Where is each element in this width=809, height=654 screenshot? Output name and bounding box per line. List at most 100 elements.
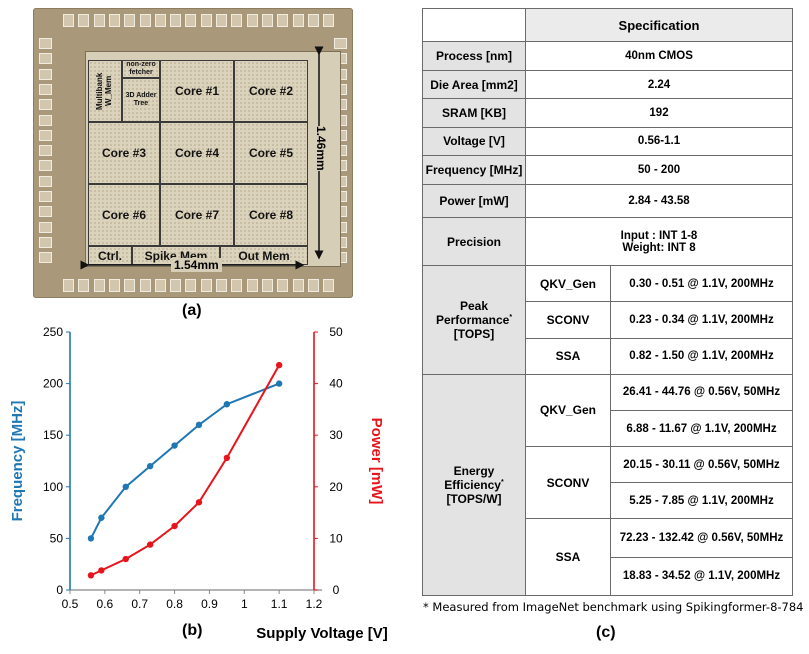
io-pad (39, 252, 52, 264)
io-pad (277, 279, 289, 292)
table-row: SSA 72.23 - 132.42 @ 0.56V, 50MHz (423, 518, 794, 596)
io-pad (124, 14, 136, 27)
table-row: Die Area [mm2] 2.24 (422, 70, 794, 100)
specification-header: Specification (524, 7, 794, 43)
io-pad (39, 160, 52, 172)
io-pad (200, 279, 212, 292)
energy-ssa-value-high: 18.83 - 34.52 @ 1.1V, 200MHz (609, 556, 794, 597)
adder-tree-label: 3D Adder Tree (125, 92, 157, 107)
energy-qkv-value-high: 6.88 - 11.67 @ 1.1V, 200MHz (609, 409, 794, 448)
io-pad (39, 145, 52, 157)
io-pad (139, 14, 151, 27)
left-y-tick-label: 250 (43, 325, 63, 339)
power-data-point (195, 499, 203, 506)
die-area-label: Die Area [mm2] (422, 70, 526, 100)
io-pad (108, 14, 120, 27)
peak-performance-label: Peak Performance* [TOPS] (422, 265, 526, 375)
io-pad (170, 279, 182, 292)
energy-line2-text: Efficiency (444, 477, 501, 492)
power-label: Power [mW] (422, 183, 526, 219)
die-core-area: Multibank W_Mem non-zero fetcher 3D Adde… (85, 51, 341, 267)
energy-line3: [TOPS/W] (446, 491, 502, 506)
peak-sconv-label: SCONV (525, 301, 611, 339)
frequency-data-point (146, 462, 154, 470)
left-y-axis-title: Frequency [MHz] (9, 401, 26, 522)
peak-qkv-value: 0.30 - 0.51 @ 1.1V, 200MHz (609, 265, 794, 303)
io-pad (39, 236, 52, 248)
frequency-value: 50 - 200 (524, 154, 794, 185)
core-2-label: Core #2 (248, 84, 294, 98)
core-7-block: Core #7 (160, 184, 234, 246)
energy-sconv-value-low: 20.15 - 30.11 @ 0.56V, 50MHz (609, 446, 794, 484)
io-pad (277, 14, 289, 27)
x-tick-label: 0.9 (201, 597, 218, 611)
core-7-label: Core #7 (174, 208, 220, 222)
core-6-block: Core #6 (88, 184, 160, 246)
io-pad (200, 14, 212, 27)
x-tick-label: 0.6 (97, 597, 114, 611)
left-y-tick-label: 0 (56, 583, 63, 597)
right-y-tick-label: 50 (329, 325, 343, 339)
die-area-value: 2.24 (524, 70, 794, 100)
table-row: Peak Performance* [TOPS] QKV_Gen 0.30 - … (422, 265, 794, 375)
right-y-axis-title: Power [mW] (368, 418, 385, 505)
io-pad (78, 279, 90, 292)
right-y-tick-label: 40 (329, 377, 343, 391)
io-pad (292, 14, 304, 27)
x-tick-label: 1.1 (271, 597, 288, 611)
table-row: SRAM [KB] 192 (422, 98, 794, 128)
right-y-tick-label: 20 (329, 480, 343, 494)
power-data-point (171, 522, 178, 530)
power-value: 2.84 - 43.58 (524, 183, 794, 219)
frequency-data-point (87, 535, 95, 542)
peak-ssa-value: 0.82 - 1.50 @ 1.1V, 200MHz (609, 337, 794, 375)
table-row: Energy Efficiency* [TOPS/W] QKV_Gen 26.4… (422, 373, 794, 597)
energy-ssa-value-low: 72.23 - 132.42 @ 0.56V, 50MHz (609, 518, 794, 558)
peak-sconv-value: 0.23 - 0.34 @ 1.1V, 200MHz (609, 301, 794, 339)
x-tick-label: 0.7 (131, 597, 148, 611)
io-pad (39, 68, 52, 80)
core-8-label: Core #8 (248, 208, 294, 222)
io-pad (39, 206, 52, 218)
caption-b: (b) (182, 622, 203, 639)
io-pad (93, 14, 105, 27)
frequency-label: Frequency [MHz] (422, 154, 526, 185)
io-pad (246, 279, 258, 292)
io-pad (124, 279, 136, 292)
non-zero-fetcher-label: non-zero fetcher (126, 61, 156, 76)
io-pad (170, 14, 182, 27)
energy-line2: Efficiency* (425, 478, 523, 492)
io-pad (39, 53, 52, 65)
table-row: Voltage [V] 0.56-1.1 (422, 126, 794, 156)
height-dimension-label: 1.46mm (310, 126, 328, 171)
io-pad (334, 38, 347, 49)
core-3-block: Core #3 (88, 122, 160, 184)
energy-ssa-label: SSA (525, 518, 611, 596)
left-y-tick-label: 150 (43, 428, 63, 442)
header-empty-cell (422, 7, 526, 43)
energy-qkv-value-low: 26.41 - 44.76 @ 0.56V, 50MHz (609, 373, 794, 411)
peak-line2: Performance* (425, 313, 523, 327)
sram-label: SRAM [KB] (422, 98, 526, 128)
io-pad (63, 14, 74, 27)
precision-weight: Weight: INT 8 (622, 241, 696, 254)
power-data-point (98, 567, 105, 574)
caption-c: (c) (596, 624, 616, 641)
power-data-point (275, 361, 283, 369)
io-pad (39, 129, 52, 141)
process-label: Process [nm] (422, 41, 526, 72)
out-mem-label: Out Mem (238, 248, 290, 263)
out-mem-block: Out Mem (220, 246, 308, 265)
power-data-point (122, 555, 129, 563)
io-pad (39, 38, 52, 49)
voltage-value: 0.56-1.1 (524, 126, 794, 156)
core-6-label: Core #6 (101, 208, 147, 222)
table-row: Precision Input : INT 1-8 Weight: INT 8 (422, 217, 794, 267)
ctrl-label: Ctrl. (98, 248, 122, 263)
energy-qkv-label: QKV_Gen (525, 373, 611, 448)
process-value: 40nm CMOS (524, 41, 794, 72)
io-pad (39, 99, 52, 111)
frequency-data-point (98, 514, 105, 521)
precision-label: Precision (422, 217, 526, 267)
precision-input: Input : INT 1-8 (620, 229, 698, 242)
